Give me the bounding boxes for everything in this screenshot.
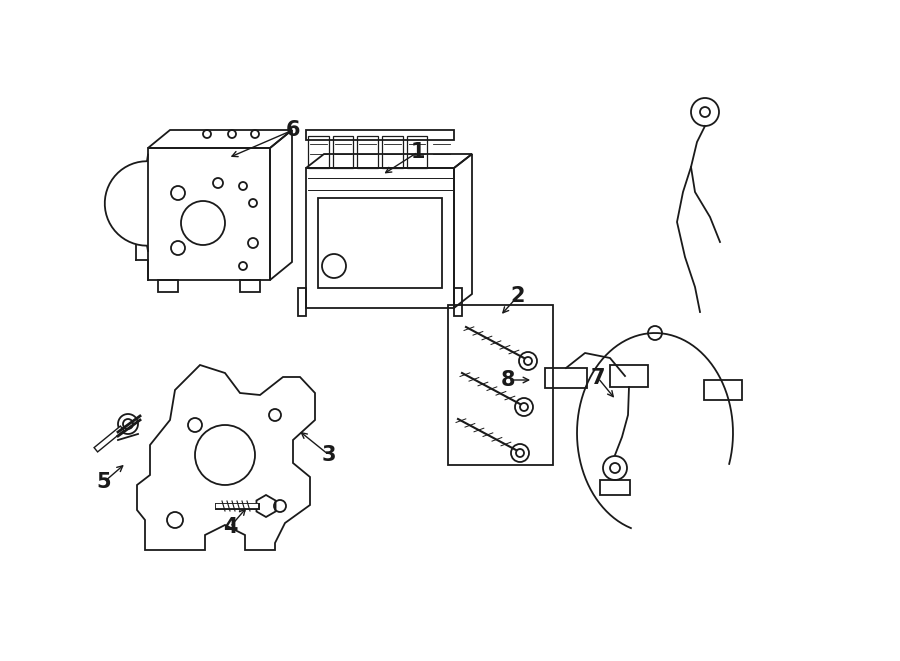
Bar [318,198,442,288]
Text: 7: 7 [590,368,605,388]
Bar [306,130,454,140]
Text: 6: 6 [286,120,301,140]
Text: 4: 4 [223,517,238,537]
Text: 3: 3 [322,445,337,465]
Bar [705,379,742,400]
Text: 1: 1 [410,142,425,162]
Text: 5: 5 [96,472,112,492]
Bar [545,368,587,388]
Bar [610,365,648,387]
Bar [448,305,553,465]
Text: 2: 2 [511,286,526,306]
Text: 8: 8 [500,370,515,390]
